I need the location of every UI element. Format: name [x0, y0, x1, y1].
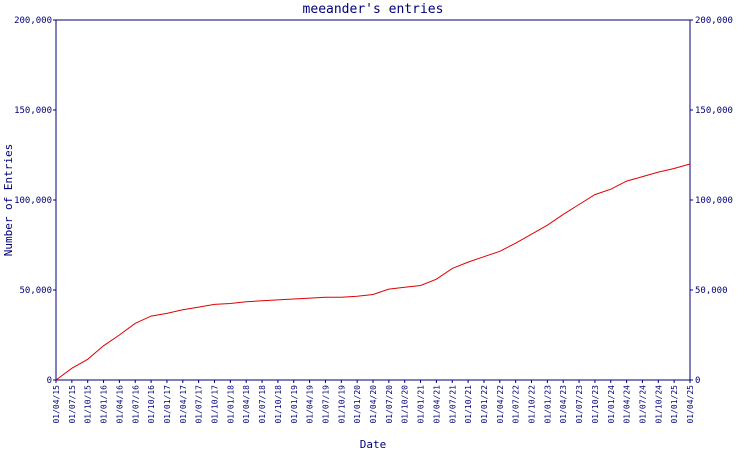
x-tick-label: 01/07/20 — [385, 385, 394, 424]
x-tick-label: 01/04/21 — [432, 385, 441, 424]
x-tick-label: 01/10/21 — [464, 385, 473, 424]
x-tick-label: 01/04/15 — [52, 385, 61, 424]
x-tick-label: 01/01/16 — [100, 385, 109, 424]
x-tick-label: 01/04/24 — [623, 385, 632, 424]
x-tick-label: 01/10/24 — [654, 385, 663, 424]
x-tick-label: 01/10/15 — [84, 385, 93, 424]
y-tick-label-left: 0 — [47, 376, 52, 386]
y-tick-label-left: 50,000 — [19, 286, 52, 296]
x-tick-label: 01/04/20 — [369, 385, 378, 424]
y-tick-label-right: 100,000 — [695, 196, 733, 206]
y-axis-label: Number of Entries — [2, 144, 15, 257]
x-axis: 01/04/15 01/07/15 01/10/15 01/01/16 01/04/16… — [52, 380, 695, 424]
x-tick-label: 01/04/18 — [242, 385, 251, 424]
x-tick-label: 01/01/18 — [226, 385, 235, 424]
y-axis-left: 0 50,000 100,000 150,000 200,000 — [14, 16, 56, 386]
series-line — [55, 163, 691, 381]
x-tick-label: 01/01/25 — [670, 385, 679, 424]
y-tick-label-right: 150,000 — [695, 106, 733, 116]
y-tick-label-left: 150,000 — [14, 106, 52, 116]
x-tick-label: 01/01/22 — [480, 385, 489, 424]
x-tick-label: 01/04/22 — [496, 385, 505, 424]
x-tick-label: 01/07/22 — [512, 385, 521, 424]
x-tick-label: 01/01/23 — [543, 385, 552, 424]
x-tick-label: 01/07/19 — [321, 385, 330, 424]
chart-title: meeander's entries — [303, 2, 444, 17]
x-tick-label: 01/07/18 — [258, 385, 267, 424]
x-tick-label: 01/04/23 — [559, 385, 568, 424]
x-tick-label: 01/01/19 — [290, 385, 299, 424]
x-tick-label: 01/10/18 — [274, 385, 283, 424]
y-tick-label-left: 200,000 — [14, 16, 52, 26]
x-tick-label: 01/04/19 — [306, 385, 315, 424]
x-tick-label: 01/07/17 — [195, 385, 204, 424]
x-tick-label: 01/10/19 — [337, 385, 346, 424]
x-tick-label: 01/07/15 — [68, 385, 77, 424]
y-tick-label-right: 50,000 — [695, 286, 728, 296]
x-tick-label: 01/07/23 — [575, 385, 584, 424]
x-tick-label: 01/04/17 — [179, 385, 188, 424]
x-tick-label: 01/07/16 — [131, 385, 140, 424]
x-tick-label: 01/10/23 — [591, 385, 600, 424]
y-tick-label-left: 100,000 — [14, 196, 52, 206]
x-tick-label: 01/01/17 — [163, 385, 172, 424]
x-tick-label: 01/07/21 — [448, 385, 457, 424]
x-tick-label: 01/01/24 — [607, 385, 616, 424]
x-tick-label: 01/10/16 — [147, 385, 156, 424]
x-tick-label: 01/10/17 — [211, 385, 220, 424]
x-tick-label: 01/04/16 — [115, 385, 124, 424]
y-tick-label-right: 0 — [695, 376, 700, 386]
series-layer — [55, 163, 691, 381]
x-tick-label: 01/01/21 — [417, 385, 426, 424]
x-tick-label: 01/10/22 — [528, 385, 537, 424]
x-axis-label: Date — [360, 438, 387, 450]
x-tick-label: 01/07/24 — [638, 385, 647, 424]
x-tick-label: 01/04/25 — [686, 385, 695, 424]
plot-frame — [55, 19, 691, 381]
y-axis-right: 0 50,000 100,000 150,000 200,000 — [690, 16, 733, 386]
x-tick-label: 01/01/20 — [353, 385, 362, 424]
x-tick-label: 01/10/20 — [401, 385, 410, 424]
y-tick-label-right: 200,000 — [695, 16, 733, 26]
